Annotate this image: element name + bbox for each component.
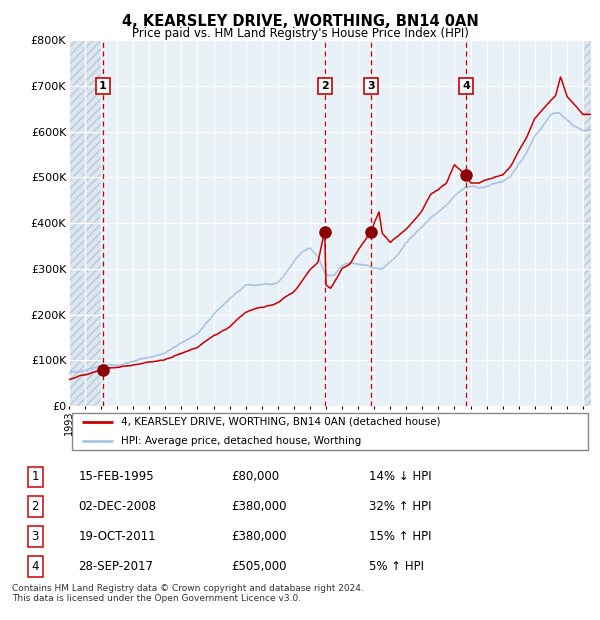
Text: 15-FEB-1995: 15-FEB-1995 bbox=[78, 471, 154, 484]
Text: £505,000: £505,000 bbox=[231, 560, 286, 573]
Text: Contains HM Land Registry data © Crown copyright and database right 2024.
This d: Contains HM Land Registry data © Crown c… bbox=[12, 584, 364, 603]
Text: 3: 3 bbox=[367, 81, 375, 91]
Text: 4, KEARSLEY DRIVE, WORTHING, BN14 0AN: 4, KEARSLEY DRIVE, WORTHING, BN14 0AN bbox=[122, 14, 478, 29]
Text: 4: 4 bbox=[463, 81, 470, 91]
Text: £380,000: £380,000 bbox=[231, 530, 286, 543]
Text: 4: 4 bbox=[31, 560, 39, 573]
Text: 1: 1 bbox=[31, 471, 39, 484]
Text: 2: 2 bbox=[321, 81, 329, 91]
Text: Price paid vs. HM Land Registry's House Price Index (HPI): Price paid vs. HM Land Registry's House … bbox=[131, 27, 469, 40]
Text: 4, KEARSLEY DRIVE, WORTHING, BN14 0AN (detached house): 4, KEARSLEY DRIVE, WORTHING, BN14 0AN (d… bbox=[121, 417, 440, 427]
Text: £80,000: £80,000 bbox=[231, 471, 279, 484]
Text: 28-SEP-2017: 28-SEP-2017 bbox=[78, 560, 153, 573]
Text: 1: 1 bbox=[99, 81, 107, 91]
Text: 15% ↑ HPI: 15% ↑ HPI bbox=[369, 530, 431, 543]
Text: £380,000: £380,000 bbox=[231, 500, 286, 513]
Text: 32% ↑ HPI: 32% ↑ HPI bbox=[369, 500, 431, 513]
FancyBboxPatch shape bbox=[71, 412, 589, 451]
Text: 19-OCT-2011: 19-OCT-2011 bbox=[78, 530, 156, 543]
Text: 5% ↑ HPI: 5% ↑ HPI bbox=[369, 560, 424, 573]
Text: 02-DEC-2008: 02-DEC-2008 bbox=[78, 500, 156, 513]
Text: 14% ↓ HPI: 14% ↓ HPI bbox=[369, 471, 432, 484]
Text: 3: 3 bbox=[31, 530, 39, 543]
Text: 2: 2 bbox=[31, 500, 39, 513]
Text: HPI: Average price, detached house, Worthing: HPI: Average price, detached house, Wort… bbox=[121, 436, 361, 446]
